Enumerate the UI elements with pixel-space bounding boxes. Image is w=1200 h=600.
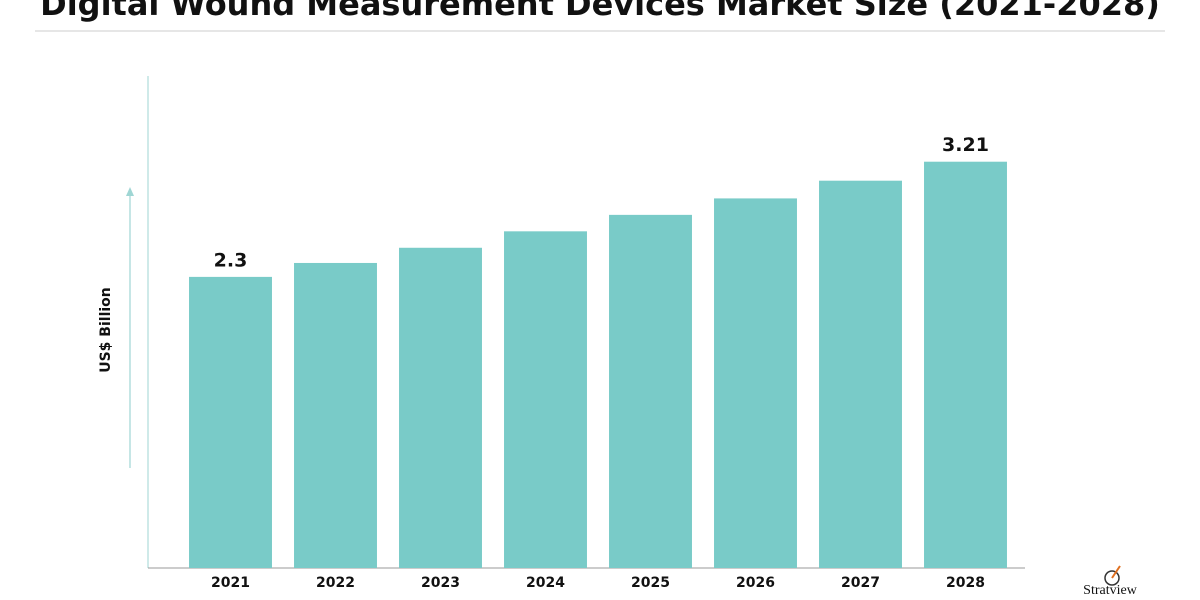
bar bbox=[399, 247, 482, 568]
x-tick-label: 2023 bbox=[421, 575, 460, 591]
bar bbox=[609, 214, 692, 568]
logo-icon bbox=[1104, 570, 1120, 586]
bar bbox=[714, 198, 797, 568]
bar bbox=[924, 161, 1007, 568]
y-arrow-head bbox=[126, 187, 134, 196]
bar bbox=[189, 276, 272, 568]
data-label: 2.3 bbox=[214, 249, 248, 271]
bar bbox=[504, 231, 587, 568]
x-tick-label: 2024 bbox=[526, 575, 565, 591]
y-axis-label: US$ Billion bbox=[98, 287, 114, 373]
logo-icon-mark bbox=[1111, 565, 1121, 579]
x-tick-label: 2025 bbox=[631, 575, 670, 591]
x-tick-label: 2022 bbox=[316, 575, 355, 591]
data-label: 3.21 bbox=[942, 134, 989, 156]
x-tick-label: 2026 bbox=[736, 575, 775, 591]
x-tick-label: 2027 bbox=[841, 575, 880, 591]
logo: Stratview bbox=[1083, 583, 1138, 598]
bar bbox=[819, 180, 902, 569]
x-tick-label: 2021 bbox=[211, 575, 250, 591]
x-tick-label: 2028 bbox=[946, 575, 985, 591]
bar bbox=[294, 262, 377, 568]
chart-title: Digital Wound Measurement Devices Market… bbox=[40, 0, 1160, 23]
